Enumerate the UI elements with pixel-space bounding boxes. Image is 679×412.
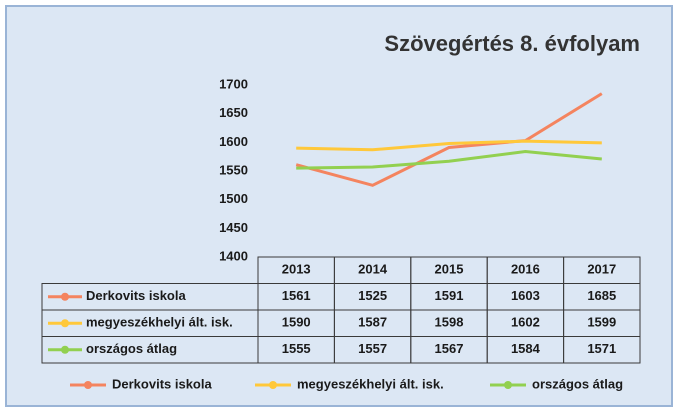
legend-marker <box>504 381 512 389</box>
table-value: 1685 <box>587 288 616 303</box>
table-legend-marker <box>61 319 69 328</box>
table-value: 1602 <box>511 315 540 330</box>
table-legend-marker <box>61 345 69 354</box>
table-value: 1590 <box>282 315 311 330</box>
y-tick-label: 1500 <box>219 191 248 206</box>
table-value: 1584 <box>511 341 541 356</box>
table-value: 1525 <box>358 288 387 303</box>
table-value: 1587 <box>358 315 387 330</box>
table-legend-marker <box>61 292 69 301</box>
table-value: 1598 <box>435 315 464 330</box>
table-cell <box>563 336 641 364</box>
table-row-label: megyeszékhelyi ált. isk. <box>86 315 233 330</box>
table-value: 1561 <box>282 288 311 303</box>
table-value: 1555 <box>282 341 311 356</box>
legend-label: Derkovits iskola <box>112 376 212 391</box>
y-tick-label: 1700 <box>219 76 248 91</box>
table-value: 1599 <box>587 315 616 330</box>
chart-background <box>5 5 673 407</box>
data-line <box>295 92 603 187</box>
y-tick-label: 1600 <box>219 134 248 149</box>
table-value: 1557 <box>358 341 387 356</box>
table-value: 1591 <box>435 288 464 303</box>
table-row-label: országos átlag <box>86 341 177 356</box>
table-value: 1567 <box>435 341 464 356</box>
table-value: 1603 <box>511 288 540 303</box>
table-row-label: Derkovits iskola <box>86 288 186 303</box>
x-tick-label: 2017 <box>587 262 616 277</box>
y-tick-label: 1450 <box>219 220 248 235</box>
x-tick-label: 2014 <box>358 262 388 277</box>
y-tick-label: 1650 <box>219 105 248 120</box>
table-value: 1571 <box>587 341 616 356</box>
chart-title: Szövegértés 8. évfolyam <box>384 31 640 56</box>
legend-label: országos átlag <box>532 376 623 391</box>
y-tick-label: 1400 <box>219 248 248 263</box>
x-tick-label: 2015 <box>435 262 464 277</box>
data-line <box>296 149 602 170</box>
legend-label: megyeszékhelyi ált. isk. <box>297 376 444 391</box>
legend-marker <box>269 381 277 389</box>
legend-marker <box>84 381 92 389</box>
y-tick-label: 1550 <box>219 162 248 177</box>
x-tick-label: 2016 <box>511 262 540 277</box>
data-line <box>296 139 602 152</box>
x-tick-label: 2013 <box>282 262 311 277</box>
